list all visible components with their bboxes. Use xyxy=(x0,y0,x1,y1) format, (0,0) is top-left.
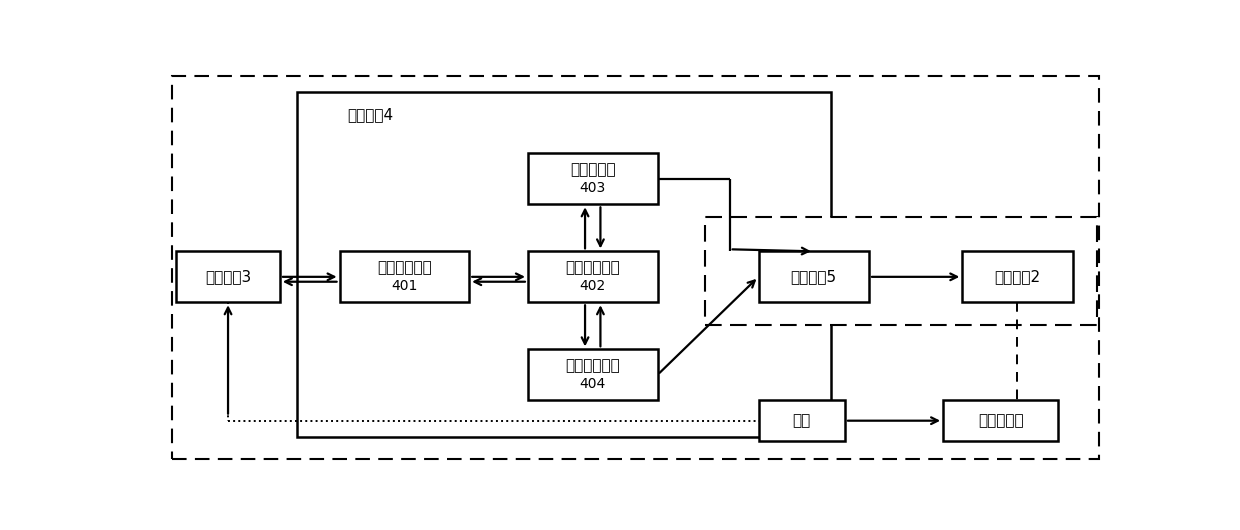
Text: 402: 402 xyxy=(579,279,606,293)
Bar xyxy=(704,217,1096,325)
Text: 二次校准单元: 二次校准单元 xyxy=(565,358,620,373)
Text: 404: 404 xyxy=(579,377,606,391)
Bar xyxy=(340,251,469,302)
Bar xyxy=(528,153,657,205)
Text: 401: 401 xyxy=(391,279,418,293)
Text: 位姿判断单元: 位姿判断单元 xyxy=(565,260,620,276)
Bar xyxy=(528,251,657,302)
Bar xyxy=(759,400,844,441)
Bar xyxy=(962,251,1073,302)
Bar xyxy=(759,251,869,302)
Text: 充电装置2: 充电装置2 xyxy=(994,269,1040,284)
Text: 被充电装置: 被充电装置 xyxy=(978,413,1023,428)
Text: 控制装置4: 控制装置4 xyxy=(347,107,393,122)
Bar xyxy=(528,349,657,400)
Bar xyxy=(298,92,831,437)
Text: 403: 403 xyxy=(579,181,606,195)
Text: 初校准单元: 初校准单元 xyxy=(570,162,615,178)
Text: 标签: 标签 xyxy=(792,413,811,428)
Text: 图像识别单元: 图像识别单元 xyxy=(377,260,432,276)
Text: 执行装置5: 执行装置5 xyxy=(791,269,837,284)
Bar xyxy=(942,400,1058,441)
Text: 采集装置3: 采集装置3 xyxy=(205,269,252,284)
Bar xyxy=(176,251,280,302)
